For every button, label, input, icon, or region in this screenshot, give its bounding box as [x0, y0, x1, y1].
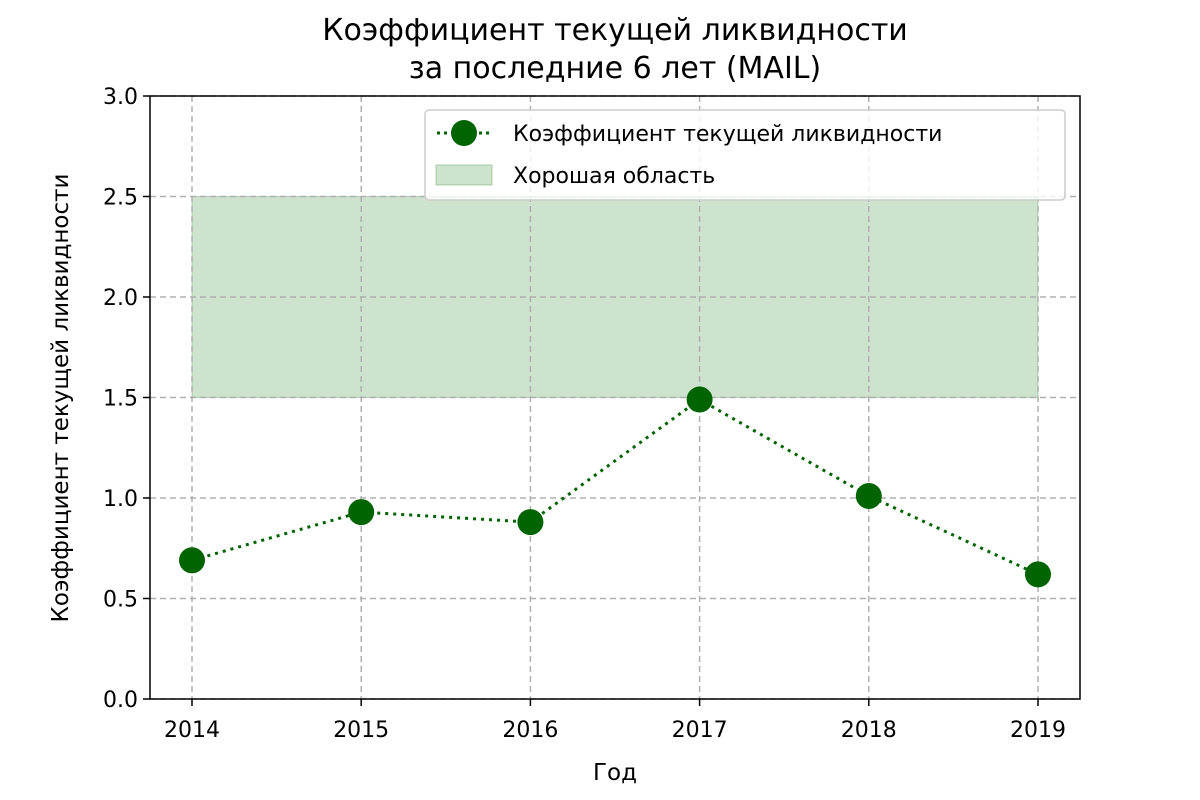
- y-tick-label: 2.5: [103, 186, 138, 211]
- data-point: [348, 499, 375, 526]
- legend-series-label: Коэффициент текущей ликвидности: [513, 122, 942, 147]
- x-tick-label: 2017: [672, 718, 728, 743]
- data-point: [686, 386, 713, 413]
- x-axis-label: Год: [593, 760, 637, 786]
- y-tick-label: 0.0: [103, 688, 138, 713]
- y-tick-label: 3.0: [103, 85, 138, 110]
- data-point: [1025, 561, 1051, 588]
- series-line: [191, 397, 1039, 576]
- legend-marker-sample: [451, 120, 477, 146]
- x-tick-label: 2018: [841, 718, 897, 743]
- chart-title-line1: Коэффициент текущей ликвидности: [322, 13, 908, 48]
- legend-box: [424, 109, 1066, 201]
- legend-band-label: Хорошая область: [513, 164, 715, 189]
- data-point: [517, 509, 544, 536]
- y-tick-label: 1.5: [103, 387, 138, 412]
- y-tick-label: 0.5: [103, 588, 138, 613]
- y-tick-label: 1.0: [103, 487, 138, 512]
- x-tick-label: 2015: [333, 718, 389, 743]
- legend-band-swatch: [435, 164, 493, 186]
- x-tick-label: 2014: [164, 718, 220, 743]
- series-layer: [179, 386, 1051, 588]
- y-axis-ticks: 0.0 0.5 1.0 1.5 2.0 2.5 3.0: [103, 85, 150, 713]
- y-tick-label: 2.0: [103, 286, 138, 311]
- legend: Коэффициент текущей ликвидности Хорошая …: [424, 109, 1066, 201]
- x-axis-ticks: 2014 2015 2016 2017 2018 2019: [164, 699, 1066, 743]
- x-tick-label: 2016: [502, 718, 558, 743]
- chart-title-line2: за последние 6 лет (MAIL): [409, 51, 821, 86]
- x-tick-label: 2019: [1010, 718, 1066, 743]
- y-axis-label: Коэффициент текущей ликвидности: [48, 174, 74, 623]
- data-point: [855, 482, 882, 509]
- data-point: [179, 547, 205, 574]
